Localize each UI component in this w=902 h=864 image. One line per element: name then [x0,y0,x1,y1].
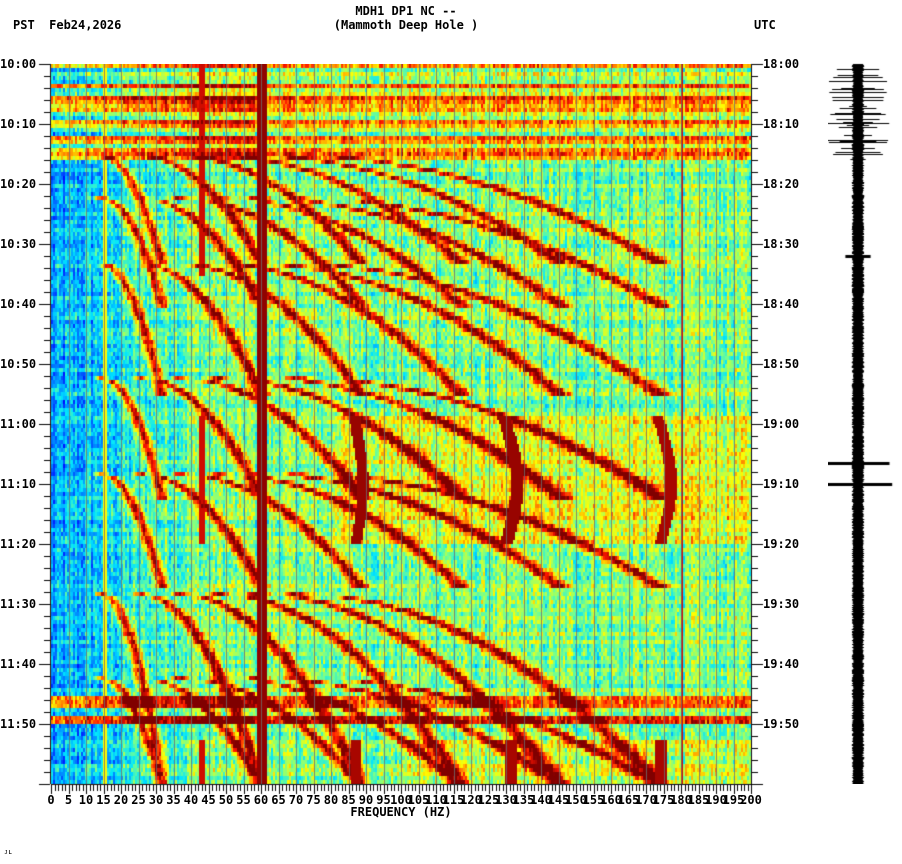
x-tick-label: 75 [306,793,321,807]
x-tick-label: 100 [390,793,412,807]
x-tick-label: 190 [705,793,727,807]
x-tick-label: 120 [460,793,482,807]
x-tick-label: 145 [547,793,570,807]
y-tick-label: 19:50 [763,717,800,731]
x-tick-label: 115 [442,793,465,807]
x-tick-label: 10 [78,793,94,807]
x-tick-label: 90 [358,793,374,807]
x-tick-label: 195 [722,793,745,807]
x-tick-label: 170 [635,793,657,807]
y-tick-label: 19:10 [763,477,800,491]
x-tick-label: 180 [670,793,692,807]
y-tick-label: 19:30 [763,597,800,611]
x-tick-label: 105 [407,793,430,807]
x-tick-label: 150 [565,793,587,807]
x-tick-label: 95 [376,793,391,807]
y-tick-label: 10:50 [0,357,37,371]
y-tick-label: 18:40 [763,297,800,311]
x-tick-label: 185 [687,793,710,807]
y-tick-label: 11:10 [0,477,37,491]
x-tick-label: 55 [236,793,251,807]
y-tick-label: 11:30 [0,597,37,611]
x-tick-label: 155 [582,793,605,807]
y-tick-label: 18:30 [763,237,800,251]
x-tick-label: 125 [477,793,500,807]
y-tick-label: 11:00 [0,417,37,431]
y-tick-label: 10:30 [0,237,37,251]
y-tick-label: 11:40 [0,657,37,671]
x-tick-label: 80 [323,793,339,807]
y-tick-label: 10:40 [0,297,37,311]
y-tick-label: 10:00 [0,57,37,71]
x-tick-label: 50 [218,793,234,807]
y-tick-label: 11:50 [0,717,37,731]
x-tick-label: 175 [652,793,675,807]
corner-mark: ᴊʟ [4,848,13,856]
x-tick-label: 35 [166,793,181,807]
x-tick-label: 45 [201,793,216,807]
y-tick-label: 10:10 [0,117,37,131]
x-tick-label: 135 [512,793,535,807]
y-tick-label: 19:20 [763,537,800,551]
x-tick-label: 20 [113,793,129,807]
x-tick-label: 40 [183,793,199,807]
y-tick-label: 19:00 [763,417,800,431]
y-tick-label: 11:20 [0,537,37,551]
x-axis-label: FREQUENCY (HZ) [350,805,452,819]
x-tick-label: 130 [495,793,517,807]
y-tick-label: 18:00 [763,57,800,71]
y-tick-label: 10:20 [0,177,37,191]
x-tick-label: 70 [288,793,304,807]
x-tick-label: 200 [740,793,762,807]
x-tick-label: 85 [341,793,356,807]
x-tick-label: 25 [131,793,146,807]
x-tick-label: 65 [271,793,286,807]
x-tick-label: 160 [600,793,622,807]
x-tick-label: 110 [425,793,447,807]
seismogram-trace [828,62,898,784]
x-tick-label: 15 [96,793,111,807]
y-tick-label: 18:20 [763,177,800,191]
y-tick-label: 19:40 [763,657,800,671]
y-tick-label: 18:10 [763,117,800,131]
y-tick-label: 18:50 [763,357,800,371]
x-tick-label: 140 [530,793,552,807]
x-tick-label: 0 [47,793,55,807]
x-tick-label: 5 [64,793,73,807]
x-tick-label: 165 [617,793,640,807]
x-tick-label: 30 [148,793,164,807]
x-tick-label: 60 [253,793,269,807]
